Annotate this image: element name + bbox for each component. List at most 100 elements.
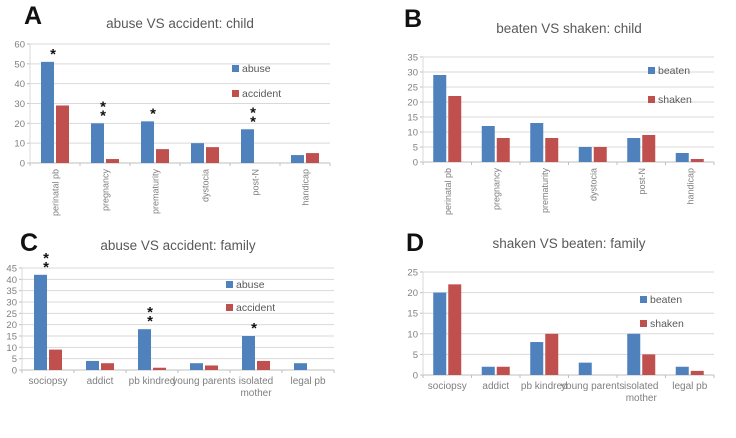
legend-label-shaken: shaken <box>658 94 692 106</box>
x-category-label: mother <box>240 388 272 399</box>
legend-label-accident: accident <box>236 302 275 314</box>
bar-shaken <box>690 159 704 162</box>
panel-d: D shaken VS beaten: family 0 5 10 15 20 25 soc… <box>368 219 736 438</box>
x-category-label: legal pb <box>672 381 707 392</box>
y-tick-label: 50 <box>14 59 25 70</box>
y-tick-label: 0 <box>20 159 25 170</box>
chart-title-a: abuse VS accident: child <box>106 16 254 31</box>
y-tick-label: 20 <box>407 288 418 299</box>
x-category-label: pb kindred <box>129 376 176 387</box>
x-category-label: post-N <box>251 169 261 196</box>
bar-beaten <box>481 366 495 375</box>
significance-star: * <box>100 107 106 124</box>
legend-label-abuse: abuse <box>242 63 271 75</box>
y-tick-label: 10 <box>407 329 418 340</box>
x-category-label: handicap <box>685 168 695 205</box>
x-category-label: sociopsy <box>428 381 467 392</box>
bar-shaken <box>593 147 607 162</box>
bar-accident <box>257 360 270 370</box>
y-tick-label: 40 <box>14 79 25 90</box>
bar-shaken <box>690 370 704 375</box>
y-tick-label: 20 <box>6 320 17 331</box>
bar-shaken <box>642 354 656 375</box>
bar-beaten <box>578 362 592 375</box>
legend-swatch-shaken <box>648 96 655 103</box>
bar-abuse <box>241 129 254 163</box>
y-tick-label: 30 <box>14 99 25 110</box>
legend-swatch-abuse <box>232 65 239 72</box>
significance-star: * <box>50 46 56 63</box>
legend-label-beaten: beaten <box>658 65 690 77</box>
panel-letter-b: B <box>404 5 423 33</box>
legend-swatch-accident <box>226 304 233 311</box>
bar-abuse <box>291 155 304 163</box>
x-category-label: perinatal pb <box>51 169 61 216</box>
bar-beaten <box>530 342 544 375</box>
x-category-label: pregnancy <box>101 169 111 212</box>
chart-title-c: abuse VS accident: family <box>100 238 256 253</box>
x-category-label: dystocia <box>588 168 598 201</box>
significance-star: * <box>147 313 153 330</box>
y-tick-label: 15 <box>6 332 17 343</box>
y-tick-label: 30 <box>407 68 418 79</box>
x-category-label: mother <box>626 393 658 404</box>
y-tick-label: 5 <box>413 350 418 361</box>
y-tick-label: 10 <box>407 128 418 139</box>
bar-abuse <box>294 363 307 370</box>
bar-abuse <box>91 123 104 163</box>
bar-chart-shaken-beaten-family: 0 5 10 15 20 25 sociopsy addict pb kindredyoung … <box>407 268 715 404</box>
bar-accident <box>106 159 119 163</box>
bar-shaken <box>642 135 656 162</box>
y-tick-label: 5 <box>12 354 17 365</box>
bar-beaten <box>675 153 689 162</box>
bar-shaken <box>545 138 559 162</box>
y-tick-label: 10 <box>14 139 25 150</box>
bar-beaten <box>433 75 447 162</box>
bar-beaten <box>530 123 544 162</box>
x-category-label: post-N <box>637 168 647 195</box>
x-category-label: prematurity <box>540 168 550 214</box>
bar-beaten <box>627 333 641 375</box>
panel-c: C abuse VS accident: family 0 5 10 15 20 25 30… <box>0 219 368 438</box>
x-category-label: dystocia <box>201 169 211 202</box>
significance-star: * <box>251 320 257 337</box>
bar-accident <box>205 365 218 370</box>
bar-beaten <box>627 138 641 162</box>
y-tick-label: 20 <box>14 119 25 130</box>
y-tick-label: 15 <box>407 309 418 320</box>
bar-abuse <box>141 121 154 163</box>
bar-abuse <box>242 336 255 370</box>
bar-accident <box>56 105 69 163</box>
significance-star: * <box>43 259 49 276</box>
legend-swatch-beaten <box>640 296 647 303</box>
legend-swatch-accident <box>232 90 239 97</box>
x-category-label: pregnancy <box>491 168 501 211</box>
bar-chart-abuse-accident-child: 0 10 20 30 40 50 60 perinatal pb pregnancy premat… <box>14 40 331 216</box>
bar-chart-beaten-shaken-child: 0 5 10 15 20 25 30 35 perinatal pb pregnancy prema… <box>407 53 715 215</box>
y-tick-label: 0 <box>12 366 17 377</box>
bar-beaten <box>481 126 495 162</box>
panel-letter-d: D <box>406 229 425 257</box>
legend-label-beaten: beaten <box>650 294 682 306</box>
panel-letter-a: A <box>24 2 43 30</box>
bar-shaken <box>545 333 559 375</box>
bar-beaten <box>578 147 592 162</box>
x-category-label: addict <box>482 381 509 392</box>
bar-abuse <box>34 274 47 370</box>
legend-swatch-abuse <box>226 281 233 288</box>
x-category-label: pb kindred <box>521 381 568 392</box>
bar-accident <box>206 147 219 163</box>
bar-shaken <box>496 138 510 162</box>
y-tick-label: 0 <box>413 371 418 382</box>
y-tick-label: 40 <box>6 275 17 286</box>
bar-beaten <box>433 292 447 375</box>
legend-label-shaken: shaken <box>650 318 684 330</box>
bar-abuse <box>138 329 151 370</box>
x-category-label: perinatal pb <box>443 168 453 215</box>
bar-abuse <box>86 360 99 370</box>
y-tick-label: 25 <box>407 268 418 279</box>
panel-b: B beaten VS shaken: child 0 5 10 15 20 25 30 35… <box>368 0 736 219</box>
y-tick-label: 45 <box>6 264 17 275</box>
